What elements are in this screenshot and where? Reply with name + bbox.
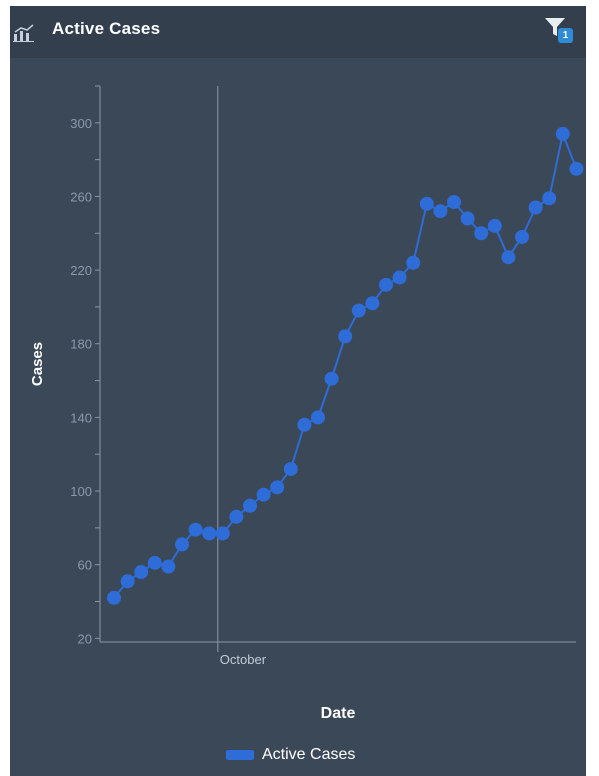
- line-chart: 20 60 100 140 180 220 260 300 October Cases Date: [29, 85, 584, 722]
- data-point: [297, 417, 312, 432]
- data-point: [256, 487, 271, 502]
- data-point: [528, 200, 543, 215]
- y-tick-label: 220: [70, 263, 92, 278]
- data-point: [243, 498, 257, 513]
- data-point: [147, 555, 162, 570]
- data-point: [188, 522, 203, 537]
- y-axis-title: Cases: [29, 342, 46, 386]
- data-point: [542, 191, 557, 206]
- x-tick-label: October: [220, 652, 267, 667]
- data-point: [379, 277, 393, 292]
- legend-label: Active Cases: [262, 746, 356, 763]
- data-point: [474, 226, 489, 241]
- data-point: [487, 218, 502, 233]
- y-tick-label: 300: [70, 116, 92, 131]
- data-point: [447, 194, 461, 209]
- data-point: [392, 270, 407, 285]
- data-point: [120, 574, 135, 589]
- data-point: [134, 565, 149, 580]
- legend-swatch: [226, 750, 254, 760]
- data-point: [215, 526, 230, 541]
- data-point: [365, 296, 380, 311]
- data-point: [229, 509, 244, 524]
- panel-header: Active Cases 1: [10, 6, 586, 58]
- data-point: [515, 229, 529, 244]
- data-point: [555, 126, 570, 141]
- data-point: [406, 255, 421, 270]
- y-tick-label: 60: [78, 558, 92, 573]
- filter-button[interactable]: 1: [544, 16, 578, 46]
- y-tick-label: 260: [70, 189, 92, 204]
- legend-item-active-cases[interactable]: Active Cases: [226, 744, 355, 766]
- y-tick-label: 140: [70, 410, 92, 425]
- y-tick-label: 100: [70, 484, 92, 499]
- data-point: [351, 303, 366, 318]
- data-point: [433, 204, 448, 219]
- data-point: [161, 559, 176, 574]
- page-title: Active Cases: [52, 19, 161, 38]
- filter-icon: [545, 18, 565, 36]
- y-tick-label: 180: [70, 337, 92, 352]
- data-point: [283, 461, 298, 476]
- data-point: [569, 161, 584, 176]
- series-line-active-cases: [113, 130, 578, 599]
- filter-count-badge: 1: [558, 28, 573, 43]
- data-point: [501, 250, 516, 265]
- data-point: [202, 526, 217, 541]
- data-point: [311, 410, 325, 425]
- y-tick-label: 20: [78, 631, 92, 646]
- x-axis-title: Date: [321, 705, 356, 722]
- data-point: [175, 537, 189, 552]
- data-point: [460, 211, 475, 226]
- data-point: [338, 329, 353, 344]
- chart-panel: Active Cases 1 20 60 100 140 180 220 260 300 Oct…: [10, 6, 586, 776]
- data-point: [324, 371, 339, 386]
- data-point: [270, 480, 285, 495]
- chart-icon: [13, 24, 34, 42]
- data-point: [419, 196, 434, 211]
- data-point: [107, 590, 121, 605]
